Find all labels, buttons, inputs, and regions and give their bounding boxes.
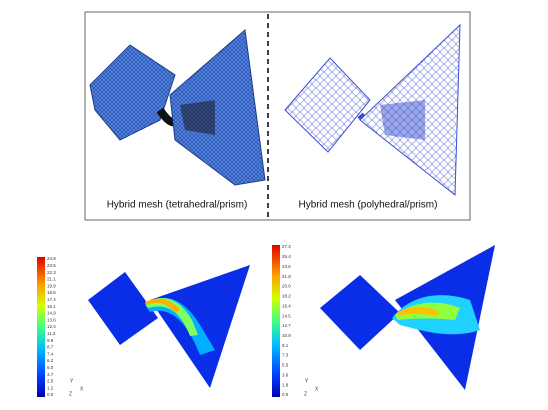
colorbar-label: 0.0	[282, 392, 289, 397]
colorbar-label: 19.9	[47, 283, 56, 288]
colorbar-label: 23.5	[47, 263, 56, 268]
colorbar-label: 11.2	[47, 331, 56, 336]
colorbar-label: 7.4	[47, 351, 54, 356]
colorbar-label: 21.8	[282, 274, 291, 279]
colorbar	[272, 245, 280, 397]
colorbar-label: 7.3	[282, 353, 289, 358]
colorbar-label: 12.4	[47, 324, 56, 329]
poly-mesh	[284, 23, 461, 197]
caption: Hybrid mesh (polyhedral/prism)	[299, 200, 438, 211]
colorbar-label: 18.6	[47, 290, 56, 295]
axis-label: Z	[304, 391, 307, 397]
colorbar-label: 5.0	[47, 365, 54, 370]
axis-label: X	[315, 386, 319, 392]
axis-label: Z	[69, 391, 72, 397]
colorbar-label: 24.9	[47, 256, 56, 261]
colorbar-label: 27.3	[282, 244, 291, 249]
colorbar-label: 14.9	[47, 311, 56, 316]
colorbar-label: 6.2	[47, 358, 54, 363]
colorbar-label: 9.9	[47, 338, 54, 343]
contour-left	[88, 265, 250, 388]
colorbar-label: 22.3	[47, 270, 56, 275]
caption: Hybrid mesh (tetrahedral/prism)	[107, 200, 248, 211]
axis-label: X	[80, 386, 84, 392]
colorbar-label: 13.6	[47, 317, 56, 322]
colorbar-label: 14.5	[282, 313, 291, 318]
colorbar-label: 18.2	[282, 294, 291, 299]
colorbar-label: 0.0	[47, 392, 54, 397]
colorbar-label: 3.6	[282, 372, 289, 377]
colorbar-label: 1.8	[282, 382, 289, 387]
colorbar-label: 16.1	[47, 304, 56, 309]
tet-mesh	[89, 29, 266, 186]
colorbar-label: 20.0	[282, 284, 291, 289]
colorbar-label: 1.2	[47, 385, 54, 390]
colorbar-label: 17.4	[47, 297, 56, 302]
colorbar-label: 23.6	[282, 264, 291, 269]
colorbar-label: 16.4	[282, 303, 291, 308]
contour-right	[320, 245, 495, 390]
colorbar-label: 2.5	[47, 379, 54, 384]
colorbar-label: 3.7	[47, 372, 54, 377]
axis-label: Y	[70, 378, 74, 384]
colorbar-label: 10.9	[282, 333, 291, 338]
colorbar-label: 25.4	[282, 254, 291, 259]
axis-label: Y	[305, 378, 309, 384]
colorbar-label: 8.7	[47, 345, 54, 350]
colorbar-label: 5.5	[282, 363, 289, 368]
colorbar-label: 9.1	[282, 343, 289, 348]
colorbar	[37, 257, 45, 397]
colorbar-label: 12.7	[282, 323, 291, 328]
colorbar-label: 21.1	[47, 277, 56, 282]
